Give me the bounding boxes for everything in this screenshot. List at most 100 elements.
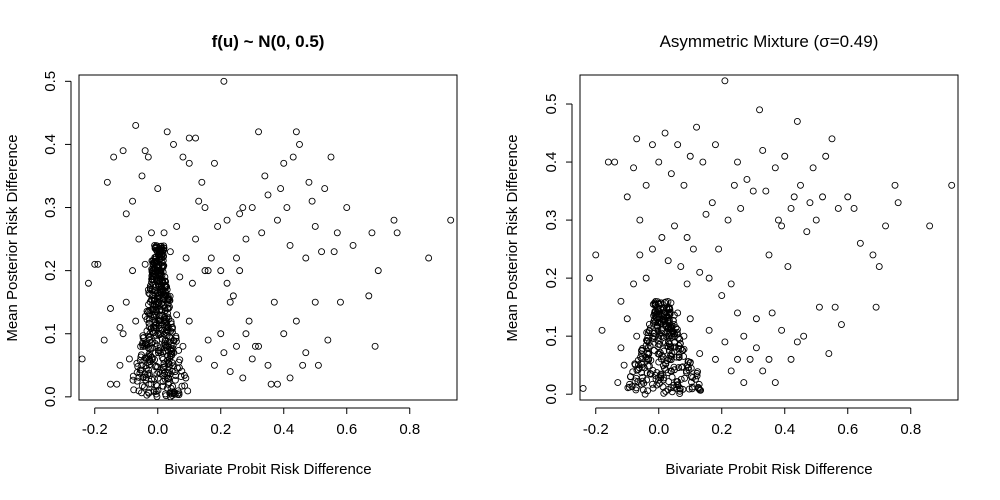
scatter-point (651, 315, 659, 323)
scatter-point (686, 315, 694, 323)
scatter-point (715, 245, 723, 253)
scatter-point (299, 361, 307, 369)
scatter-point (680, 332, 688, 340)
scatter-point (636, 251, 644, 259)
x-tick-label: 0.6 (336, 421, 357, 438)
scatter-point (641, 390, 649, 398)
scatter-point (233, 254, 240, 262)
scatter-point (166, 389, 174, 397)
scatter-point (157, 349, 164, 357)
scatter-point (133, 377, 141, 385)
scatter-point (664, 257, 672, 265)
scatter-point (675, 342, 683, 350)
scatter-point (154, 185, 162, 193)
scatter-point (171, 368, 179, 376)
scatter-point (611, 158, 619, 166)
scatter-point (152, 246, 160, 254)
x-axis: -0.2 0.0 0.2 0.4 0.6 0.8 (82, 407, 420, 438)
scatter-point (639, 377, 646, 385)
scatter-point (793, 338, 801, 346)
scatter-point (800, 332, 808, 340)
scatter-point (141, 342, 149, 350)
scatter-point (676, 387, 684, 395)
scatter-point (188, 279, 196, 287)
scatter-point (812, 216, 820, 224)
scatter-point (655, 341, 663, 348)
scatter-point (651, 329, 658, 337)
scatter-point (286, 374, 294, 382)
scatter-point (174, 387, 182, 395)
chart-panel-mixture: Asymmetric Mixture (σ=0.49) -0.2 0.0 0.2 0.… (504, 32, 959, 478)
scatter-point (680, 181, 688, 189)
x-axis: -0.2 0.0 0.2 0.4 0.6 0.8 (583, 407, 921, 438)
scatter-point (645, 320, 653, 328)
scatter-point (790, 193, 798, 201)
scatter-point (647, 370, 655, 378)
scatter-point (660, 374, 668, 382)
scatter-point (226, 298, 234, 306)
scatter-point (683, 280, 691, 288)
scatter-point (689, 374, 697, 382)
scatter-point (156, 370, 164, 378)
scatter-point (152, 390, 160, 398)
scatter-point (746, 355, 754, 363)
scatter-point (173, 223, 181, 230)
scatter-point (138, 366, 145, 374)
scatter-point (730, 181, 738, 189)
scatter-point (153, 262, 161, 270)
scatter-point (749, 187, 757, 195)
y-tick-label: 0.0 (543, 384, 560, 405)
scatter-point (159, 279, 167, 287)
scatter-point (743, 176, 751, 183)
scatter-point (168, 323, 176, 331)
plot-frame (579, 74, 959, 401)
scatter-point (665, 378, 673, 386)
scatter-point (675, 353, 683, 361)
scatter-point (819, 193, 826, 201)
scatter-point (393, 229, 401, 237)
scatter-point (775, 216, 782, 224)
scatter-point (677, 263, 685, 270)
scatter-point (666, 308, 674, 316)
scatter-point (163, 128, 171, 136)
scatter-point (649, 245, 656, 253)
scatter-point (179, 153, 187, 161)
scatter-point (154, 300, 162, 308)
scatter-point (122, 210, 130, 218)
y-tick-label: 0.5 (42, 71, 59, 92)
scatter-point (289, 153, 297, 161)
scatter-point (78, 355, 86, 363)
scatter-point (159, 382, 167, 390)
scatter-point (661, 129, 669, 137)
scatter-point (771, 164, 779, 172)
chart-title: Asymmetric Mixture (σ=0.49) (660, 32, 879, 51)
scatter-point (145, 366, 152, 374)
scatter-point (274, 380, 281, 388)
scatter-point (223, 216, 231, 224)
scatter-point (245, 317, 253, 325)
scatter-point (160, 229, 168, 237)
scatter-point (787, 355, 795, 363)
scatter-point (207, 254, 215, 262)
scatter-point (226, 368, 234, 376)
scatter-point (856, 239, 864, 247)
scatter-point (693, 369, 701, 377)
scatter-point (657, 329, 665, 337)
scatter-point (94, 260, 102, 268)
scatter-point (614, 379, 622, 387)
scatter-point (153, 337, 161, 345)
scatter-point (598, 326, 606, 334)
scatter-point (674, 378, 682, 386)
scatter-point (343, 204, 351, 211)
scatter-point (125, 355, 133, 363)
scatter-point (185, 159, 193, 167)
scatter-point (654, 337, 662, 345)
scatter-point (642, 274, 650, 282)
scatter-point (702, 210, 710, 218)
scatter-point (145, 345, 153, 353)
scatter-point (891, 181, 899, 189)
scatter-point (631, 377, 639, 385)
scatter-point (201, 267, 209, 275)
scatter-point (688, 378, 695, 386)
scatter-point (133, 359, 141, 367)
